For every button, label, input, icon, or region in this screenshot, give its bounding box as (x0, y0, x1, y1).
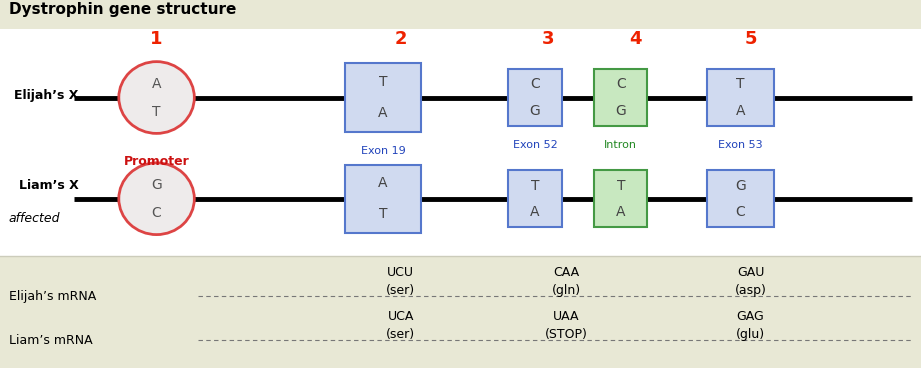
Text: A: A (616, 205, 625, 219)
Text: 3: 3 (542, 30, 554, 47)
Text: Elijah’s X: Elijah’s X (14, 89, 78, 102)
Text: UAA: UAA (554, 310, 579, 323)
Text: GAU: GAU (737, 266, 764, 279)
Text: A: A (530, 205, 540, 219)
Ellipse shape (119, 163, 194, 235)
Text: Exon 19: Exon 19 (361, 146, 405, 156)
Text: Intron: Intron (604, 140, 637, 150)
Text: 1: 1 (150, 30, 163, 47)
Text: C: C (530, 77, 540, 91)
Text: Elijah’s mRNA: Elijah’s mRNA (9, 290, 97, 303)
Text: UCU: UCU (387, 266, 414, 279)
Text: Liam’s mRNA: Liam’s mRNA (9, 334, 93, 347)
FancyBboxPatch shape (0, 0, 921, 29)
Text: CAA: CAA (554, 266, 579, 279)
Text: (ser): (ser) (386, 284, 415, 297)
Text: G: G (151, 178, 162, 192)
FancyBboxPatch shape (0, 29, 921, 256)
Text: affected: affected (8, 212, 60, 226)
Text: T: T (736, 77, 745, 91)
FancyBboxPatch shape (345, 165, 421, 233)
Text: A: A (152, 77, 161, 91)
Text: (glu): (glu) (736, 328, 765, 342)
Text: (ser): (ser) (386, 328, 415, 342)
Text: T: T (379, 75, 388, 89)
Text: Exon 52: Exon 52 (513, 140, 557, 150)
Text: 5: 5 (744, 30, 757, 47)
FancyBboxPatch shape (508, 170, 562, 227)
Text: T: T (530, 178, 540, 192)
Text: T: T (152, 105, 161, 118)
Text: G: G (615, 104, 626, 118)
Text: (gln): (gln) (552, 284, 581, 297)
FancyBboxPatch shape (0, 256, 921, 368)
Text: 2: 2 (394, 30, 407, 47)
Text: (asp): (asp) (735, 284, 766, 297)
Ellipse shape (119, 61, 194, 133)
Text: (STOP): (STOP) (545, 328, 588, 342)
Text: A: A (379, 176, 388, 190)
Text: Dystrophin gene structure: Dystrophin gene structure (9, 2, 237, 17)
Text: GAG: GAG (737, 310, 764, 323)
Text: G: G (735, 178, 746, 192)
FancyBboxPatch shape (508, 69, 562, 126)
Text: Exon 53: Exon 53 (718, 140, 763, 150)
Text: C: C (736, 205, 745, 219)
Text: T: T (616, 178, 625, 192)
FancyBboxPatch shape (345, 64, 421, 132)
FancyBboxPatch shape (594, 170, 647, 227)
Text: A: A (379, 106, 388, 120)
Text: Liam’s X: Liam’s X (18, 179, 78, 192)
FancyBboxPatch shape (707, 170, 774, 227)
Text: C: C (616, 77, 625, 91)
Text: C: C (152, 206, 161, 220)
Text: Promoter: Promoter (123, 155, 190, 167)
Text: 4: 4 (629, 30, 642, 47)
Text: G: G (530, 104, 541, 118)
FancyBboxPatch shape (594, 69, 647, 126)
FancyBboxPatch shape (707, 69, 774, 126)
Text: UCA: UCA (388, 310, 414, 323)
Text: T: T (379, 208, 388, 222)
Text: A: A (736, 104, 745, 118)
